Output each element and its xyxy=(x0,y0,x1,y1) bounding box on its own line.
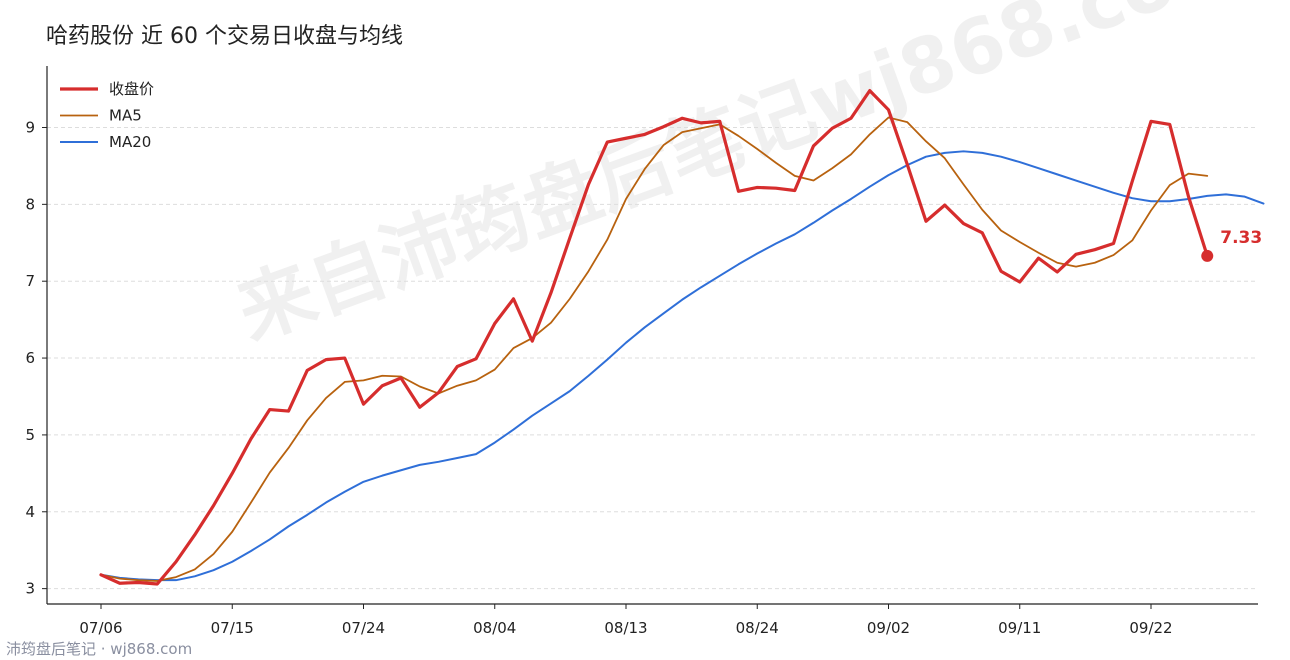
legend-label: MA20 xyxy=(109,133,151,151)
series-line-ma20 xyxy=(100,150,1265,582)
y-tick-label: 6 xyxy=(25,349,35,367)
y-tick-label: 7 xyxy=(25,272,35,290)
y-tick-label: 8 xyxy=(25,195,35,213)
watermark: 来自沛筠盘后笔记wj868.com xyxy=(226,0,1260,357)
x-tick-label: 09/22 xyxy=(1129,619,1172,637)
y-tick-label: 5 xyxy=(25,426,35,444)
series-lines: 7.33 xyxy=(99,88,1265,586)
axes: 3 4 5 6 7 8 9 07/06 07/15 07/24 08/04 08/13 08/24 09/… xyxy=(25,66,1258,637)
y-tick-label: 4 xyxy=(25,503,35,521)
footer-credit: 沛筠盘后笔记 · wj868.com xyxy=(6,640,193,658)
x-tick-label: 07/15 xyxy=(211,619,254,637)
x-tick-label: 09/11 xyxy=(998,619,1041,637)
y-tick-label: 9 xyxy=(25,118,35,136)
series-line-ma5 xyxy=(100,116,1209,582)
x-tick-label: 08/24 xyxy=(736,619,779,637)
y-tick-label: 3 xyxy=(25,580,35,598)
chart-title: 哈药股份 近 60 个交易日收盘与均线 xyxy=(46,24,403,49)
x-tick-label: 09/02 xyxy=(867,619,910,637)
x-tick-label: 07/24 xyxy=(342,619,385,637)
legend-item-close: 收盘价 xyxy=(60,80,154,98)
legend-item-ma20: MA20 xyxy=(60,133,151,151)
series-line-close xyxy=(99,88,1209,586)
legend-label: 收盘价 xyxy=(109,80,154,98)
grid-lines xyxy=(47,126,1258,590)
x-tick-label: 08/13 xyxy=(604,619,647,637)
last-close-label: 7.33 xyxy=(1220,228,1262,248)
legend: 收盘价 MA5 MA20 xyxy=(60,80,154,151)
legend-label: MA5 xyxy=(109,107,142,125)
legend-item-ma5: MA5 xyxy=(60,107,142,125)
x-tick-label: 07/06 xyxy=(79,619,122,637)
last-close-marker xyxy=(1201,249,1214,262)
x-tick-label: 08/04 xyxy=(473,619,516,637)
